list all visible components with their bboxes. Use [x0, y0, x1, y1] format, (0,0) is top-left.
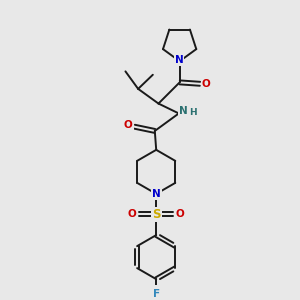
Text: O: O — [202, 79, 211, 89]
Text: N: N — [179, 106, 188, 116]
Text: H: H — [189, 108, 197, 117]
Text: N: N — [152, 189, 161, 200]
Text: N: N — [175, 55, 184, 65]
Text: O: O — [176, 208, 184, 219]
Text: O: O — [124, 120, 133, 130]
Text: S: S — [152, 208, 160, 221]
Text: O: O — [128, 208, 136, 219]
Text: F: F — [153, 289, 160, 299]
